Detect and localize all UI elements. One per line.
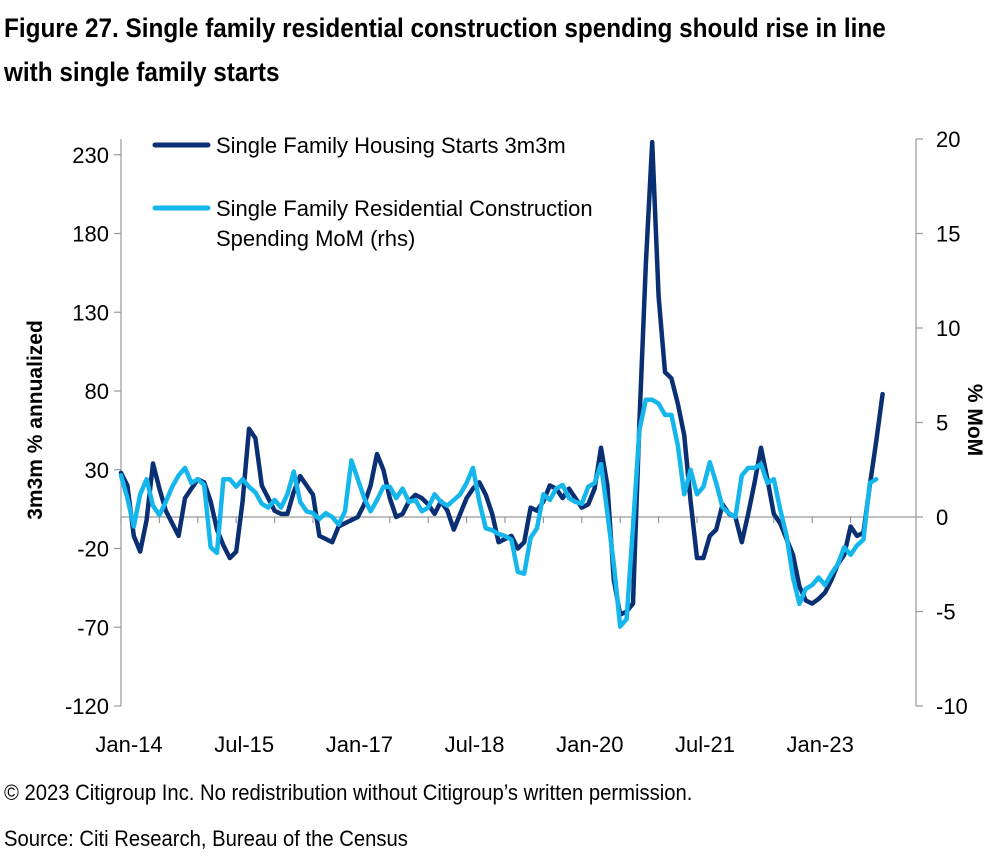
legend: Single Family Housing Starts 3m3m Single … xyxy=(152,133,593,251)
y2-axis-label: % MoM xyxy=(963,384,986,456)
series-line-2 xyxy=(118,397,879,629)
x-tick-label: Jul-18 xyxy=(445,732,505,757)
y2-tick-label: 10 xyxy=(936,316,960,341)
copyright-notice: © 2023 Citigroup Inc. No redistribution … xyxy=(4,780,693,805)
y-tick-label: -20 xyxy=(77,537,109,562)
x-tick-label: Jan-17 xyxy=(326,732,393,757)
tick-labels: -120 -70 -20 30 80 130 180 230 -10 -5 0 5 10 15 20 Jan-… xyxy=(65,127,968,757)
y2-tick-label: -5 xyxy=(936,600,956,625)
y-tick-label: 180 xyxy=(72,222,109,247)
y-tick-label: 130 xyxy=(72,300,109,325)
y-tick-label: 30 xyxy=(85,458,109,483)
chart: -120 -70 -20 30 80 130 180 230 -10 -5 0 5 10 15 20 Jan-… xyxy=(24,127,986,757)
x-tick-label: Jan-14 xyxy=(95,732,162,757)
legend-label-2: Single Family Residential Construction Sp… xyxy=(216,196,593,251)
axes xyxy=(114,138,923,707)
x-tick-label: Jul-15 xyxy=(214,732,274,757)
series-line-1 xyxy=(118,139,885,617)
y-tick-label: -70 xyxy=(77,615,109,640)
y-tick-label: -120 xyxy=(65,694,109,719)
x-tick-label: Jan-23 xyxy=(787,732,854,757)
x-tick-label: Jul-21 xyxy=(675,732,735,757)
y2-tick-label: -10 xyxy=(936,694,968,719)
y2-tick-label: 15 xyxy=(936,222,960,247)
source-note: Source: Citi Research, Bureau of the Cen… xyxy=(4,826,408,851)
series-lines xyxy=(118,139,885,629)
y-tick-label: 80 xyxy=(85,379,109,404)
y-axis-label: 3m3m % annualized xyxy=(24,320,47,520)
legend-label-1: Single Family Housing Starts 3m3m xyxy=(216,133,566,158)
y2-tick-label: 20 xyxy=(936,127,960,152)
chart-title: Figure 27. Single family residential con… xyxy=(4,13,886,87)
y2-tick-label: 5 xyxy=(936,411,948,436)
y-tick-label: 230 xyxy=(72,143,109,168)
x-tick-label: Jan-20 xyxy=(556,732,623,757)
y2-tick-label: 0 xyxy=(936,505,948,530)
